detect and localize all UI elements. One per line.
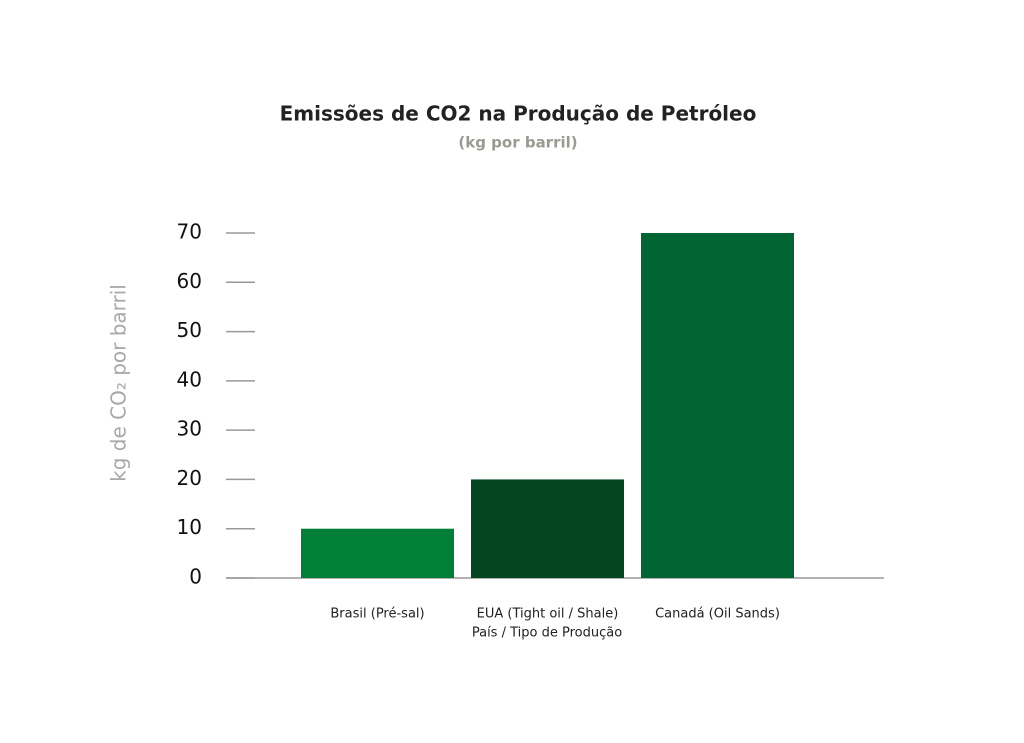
y-axis-label: kg de CO₂ por barril — [107, 284, 131, 482]
y-tick-label: 50 — [177, 318, 202, 342]
bar — [471, 479, 624, 578]
y-tick-label: 30 — [177, 417, 202, 441]
y-tick-label: 40 — [177, 367, 202, 391]
x-tick-label: EUA (Tight oil / Shale) — [477, 607, 619, 622]
y-tick-label: 60 — [177, 269, 202, 293]
y-tick-label: 0 — [189, 565, 202, 589]
x-tick-label: Brasil (Pré-sal) — [330, 607, 424, 622]
x-axis-label: País / Tipo de Produção — [472, 626, 622, 641]
y-tick-label: 10 — [177, 515, 202, 539]
chart-title: Emissões de CO2 na Produção de Petróleo — [280, 102, 757, 126]
y-tick-label: 70 — [177, 220, 202, 244]
chart-subtitle: (kg por barril) — [458, 134, 577, 152]
x-tick-label: Canadá (Oil Sands) — [655, 607, 780, 622]
bar — [641, 233, 794, 578]
y-tick-label: 20 — [177, 466, 202, 490]
bar — [301, 528, 454, 578]
